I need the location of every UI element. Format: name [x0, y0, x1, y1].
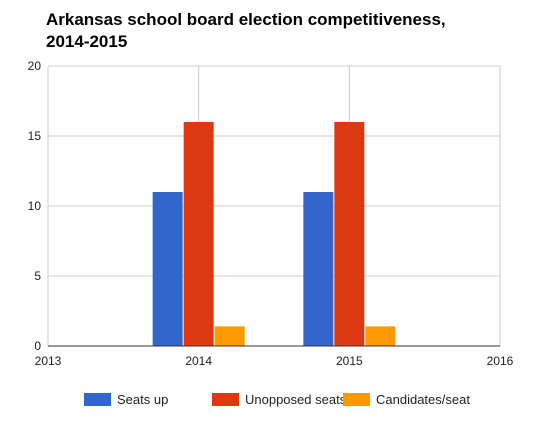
bar [303, 192, 334, 346]
legend-label: Seats up [117, 392, 169, 407]
bar [214, 326, 245, 346]
chart-title-line-1: Arkansas school board election competiti… [46, 10, 446, 29]
x-tick-label: 2015 [336, 354, 363, 368]
bar [183, 122, 214, 346]
chart-title-line-2: 2014-2015 [46, 32, 128, 51]
legend-label: Candidates/seat [376, 392, 470, 407]
x-tick-label: 2013 [35, 354, 62, 368]
y-tick-label: 15 [28, 129, 42, 143]
legend-swatch [84, 393, 111, 406]
bar-chart: 0 5 10 15 20 2013 2014 2015 2016 [28, 59, 514, 368]
x-tick-label: 2014 [185, 354, 212, 368]
bar [365, 326, 396, 346]
x-tick-label: 2016 [487, 354, 514, 368]
bar [334, 122, 365, 346]
y-tick-label: 10 [28, 199, 42, 213]
y-tick-label: 20 [28, 59, 42, 73]
y-tick-label: 5 [34, 269, 41, 283]
chart-title: Arkansas school board election competiti… [46, 9, 506, 53]
legend-item: Unopposed seats [212, 392, 346, 407]
chart-legend: Seats up Unopposed seats Candidates/seat [0, 392, 546, 412]
legend-item: Candidates/seat [343, 392, 470, 407]
legend-label: Unopposed seats [245, 392, 347, 407]
y-tick-label: 0 [34, 339, 41, 353]
bar [152, 192, 183, 346]
legend-swatch [212, 393, 239, 406]
legend-item: Seats up [84, 392, 168, 407]
legend-swatch [343, 393, 370, 406]
